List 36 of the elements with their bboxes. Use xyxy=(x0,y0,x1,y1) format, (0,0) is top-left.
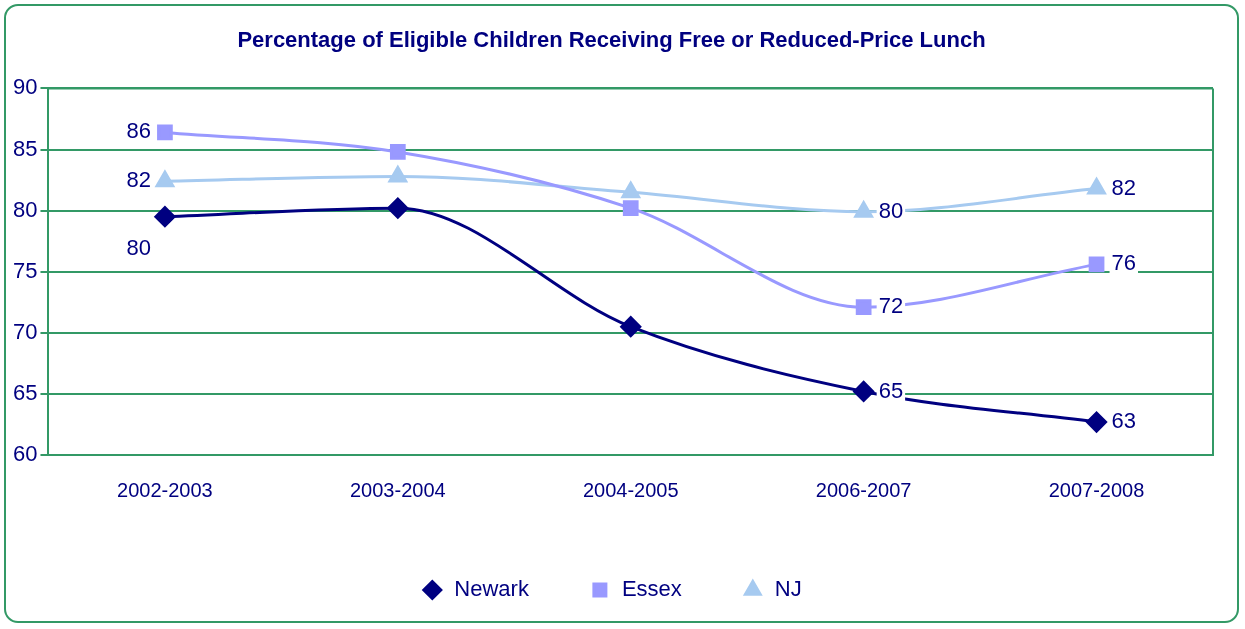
data-label: 86 xyxy=(126,118,151,144)
y-tick-label: 80 xyxy=(12,196,38,222)
x-tick-label: 2004-2005 xyxy=(582,478,679,501)
chart-title: Percentage of Eligible Children Receiving Free or Reduced-Price Lunch xyxy=(237,27,986,53)
data-label: 72 xyxy=(878,293,904,319)
x-tick-label: 2006-2007 xyxy=(815,478,912,501)
point xyxy=(1087,178,1106,195)
y-tick-label: 65 xyxy=(12,379,38,405)
point xyxy=(1088,256,1105,273)
legend-label: NJ xyxy=(774,576,802,602)
point xyxy=(154,206,176,228)
y-tick-label: 85 xyxy=(12,135,38,161)
point xyxy=(389,144,406,160)
data-label: 80 xyxy=(878,197,904,223)
y-tick-label: 90 xyxy=(12,74,38,100)
legend-label: Newark xyxy=(454,576,530,602)
y-tick-label: 60 xyxy=(12,441,38,467)
data-label: 80 xyxy=(126,234,151,260)
data-label: 82 xyxy=(1111,174,1137,200)
point xyxy=(855,299,872,315)
data-label: 65 xyxy=(878,377,904,403)
point xyxy=(622,200,639,217)
x-tick-label: 2003-2004 xyxy=(350,478,446,501)
point xyxy=(853,380,875,402)
data-label: 76 xyxy=(1111,250,1137,276)
point xyxy=(1086,411,1108,433)
point xyxy=(157,124,173,141)
data-label: 63 xyxy=(1111,408,1137,434)
x-tick-label: 2002-2003 xyxy=(117,478,213,501)
point xyxy=(620,316,642,338)
x-tick-label: 2007-2008 xyxy=(1048,478,1145,501)
point xyxy=(387,197,409,219)
data-label: 82 xyxy=(126,167,151,193)
legend-label: Essex xyxy=(621,576,682,602)
y-tick-label: 75 xyxy=(12,257,38,283)
y-tick-label: 70 xyxy=(12,318,38,344)
